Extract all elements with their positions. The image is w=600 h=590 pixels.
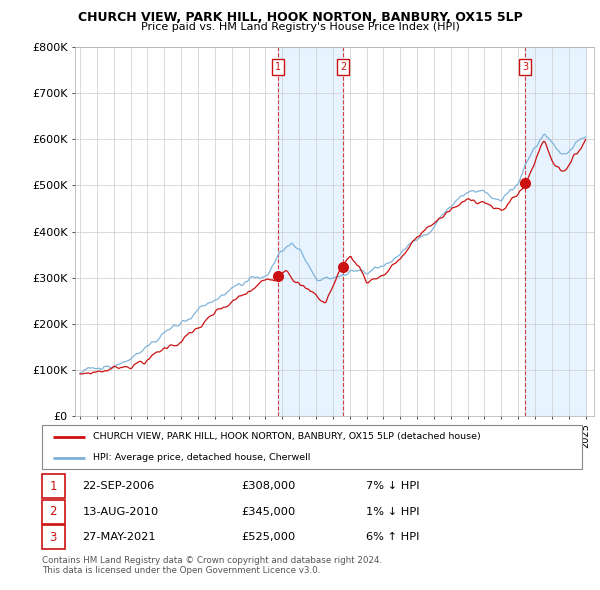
Text: 1: 1 (50, 480, 57, 493)
Text: £525,000: £525,000 (242, 532, 296, 542)
FancyBboxPatch shape (42, 500, 65, 524)
Text: 3: 3 (50, 531, 57, 544)
Text: 1% ↓ HPI: 1% ↓ HPI (366, 507, 419, 517)
Text: This data is licensed under the Open Government Licence v3.0.: This data is licensed under the Open Gov… (42, 566, 320, 575)
Text: £345,000: £345,000 (242, 507, 296, 517)
Text: CHURCH VIEW, PARK HILL, HOOK NORTON, BANBURY, OX15 5LP: CHURCH VIEW, PARK HILL, HOOK NORTON, BAN… (77, 11, 523, 24)
FancyBboxPatch shape (42, 474, 65, 499)
Bar (525, 47, 586, 416)
FancyBboxPatch shape (42, 425, 582, 469)
Text: 6% ↑ HPI: 6% ↑ HPI (366, 532, 419, 542)
Text: 1: 1 (274, 62, 281, 72)
Bar (278, 47, 343, 416)
Text: £308,000: £308,000 (242, 481, 296, 491)
Text: 3: 3 (522, 62, 528, 72)
Text: 2: 2 (340, 62, 346, 72)
Text: 22-SEP-2006: 22-SEP-2006 (83, 481, 155, 491)
Text: 27-MAY-2021: 27-MAY-2021 (83, 532, 156, 542)
Text: Contains HM Land Registry data © Crown copyright and database right 2024.: Contains HM Land Registry data © Crown c… (42, 556, 382, 565)
Text: HPI: Average price, detached house, Cherwell: HPI: Average price, detached house, Cher… (94, 454, 311, 463)
Text: Price paid vs. HM Land Registry's House Price Index (HPI): Price paid vs. HM Land Registry's House … (140, 22, 460, 32)
Text: 2: 2 (50, 505, 57, 519)
Text: 13-AUG-2010: 13-AUG-2010 (83, 507, 159, 517)
Text: CHURCH VIEW, PARK HILL, HOOK NORTON, BANBURY, OX15 5LP (detached house): CHURCH VIEW, PARK HILL, HOOK NORTON, BAN… (94, 432, 481, 441)
FancyBboxPatch shape (42, 525, 65, 549)
Text: 7% ↓ HPI: 7% ↓ HPI (366, 481, 419, 491)
